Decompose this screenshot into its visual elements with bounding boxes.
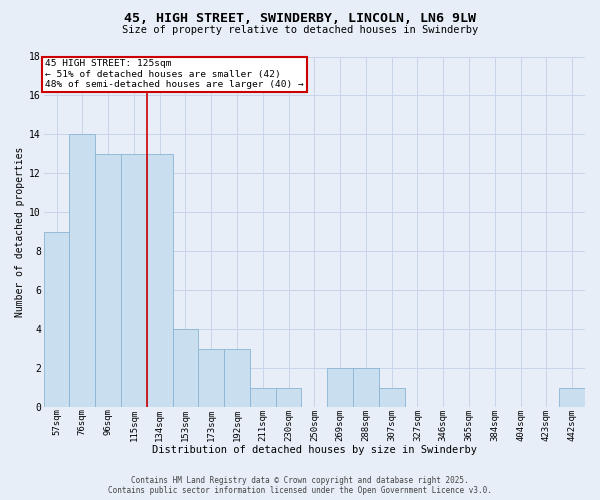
Bar [250,388,275,407]
Bar [70,134,95,407]
X-axis label: Distribution of detached houses by size in Swinderby: Distribution of detached houses by size … [152,445,477,455]
Bar [327,368,353,407]
Bar [275,388,301,407]
Bar [147,154,173,407]
Y-axis label: Number of detached properties: Number of detached properties [15,146,25,317]
Bar [559,388,585,407]
Bar [353,368,379,407]
Text: 45 HIGH STREET: 125sqm
← 51% of detached houses are smaller (42)
48% of semi-det: 45 HIGH STREET: 125sqm ← 51% of detached… [45,60,304,89]
Bar [173,330,199,407]
Bar [121,154,147,407]
Bar [224,348,250,407]
Text: Size of property relative to detached houses in Swinderby: Size of property relative to detached ho… [122,25,478,35]
Bar [44,232,70,407]
Bar [199,348,224,407]
Bar [379,388,404,407]
Bar [95,154,121,407]
Text: 45, HIGH STREET, SWINDERBY, LINCOLN, LN6 9LW: 45, HIGH STREET, SWINDERBY, LINCOLN, LN6… [124,12,476,26]
Text: Contains HM Land Registry data © Crown copyright and database right 2025.
Contai: Contains HM Land Registry data © Crown c… [108,476,492,495]
